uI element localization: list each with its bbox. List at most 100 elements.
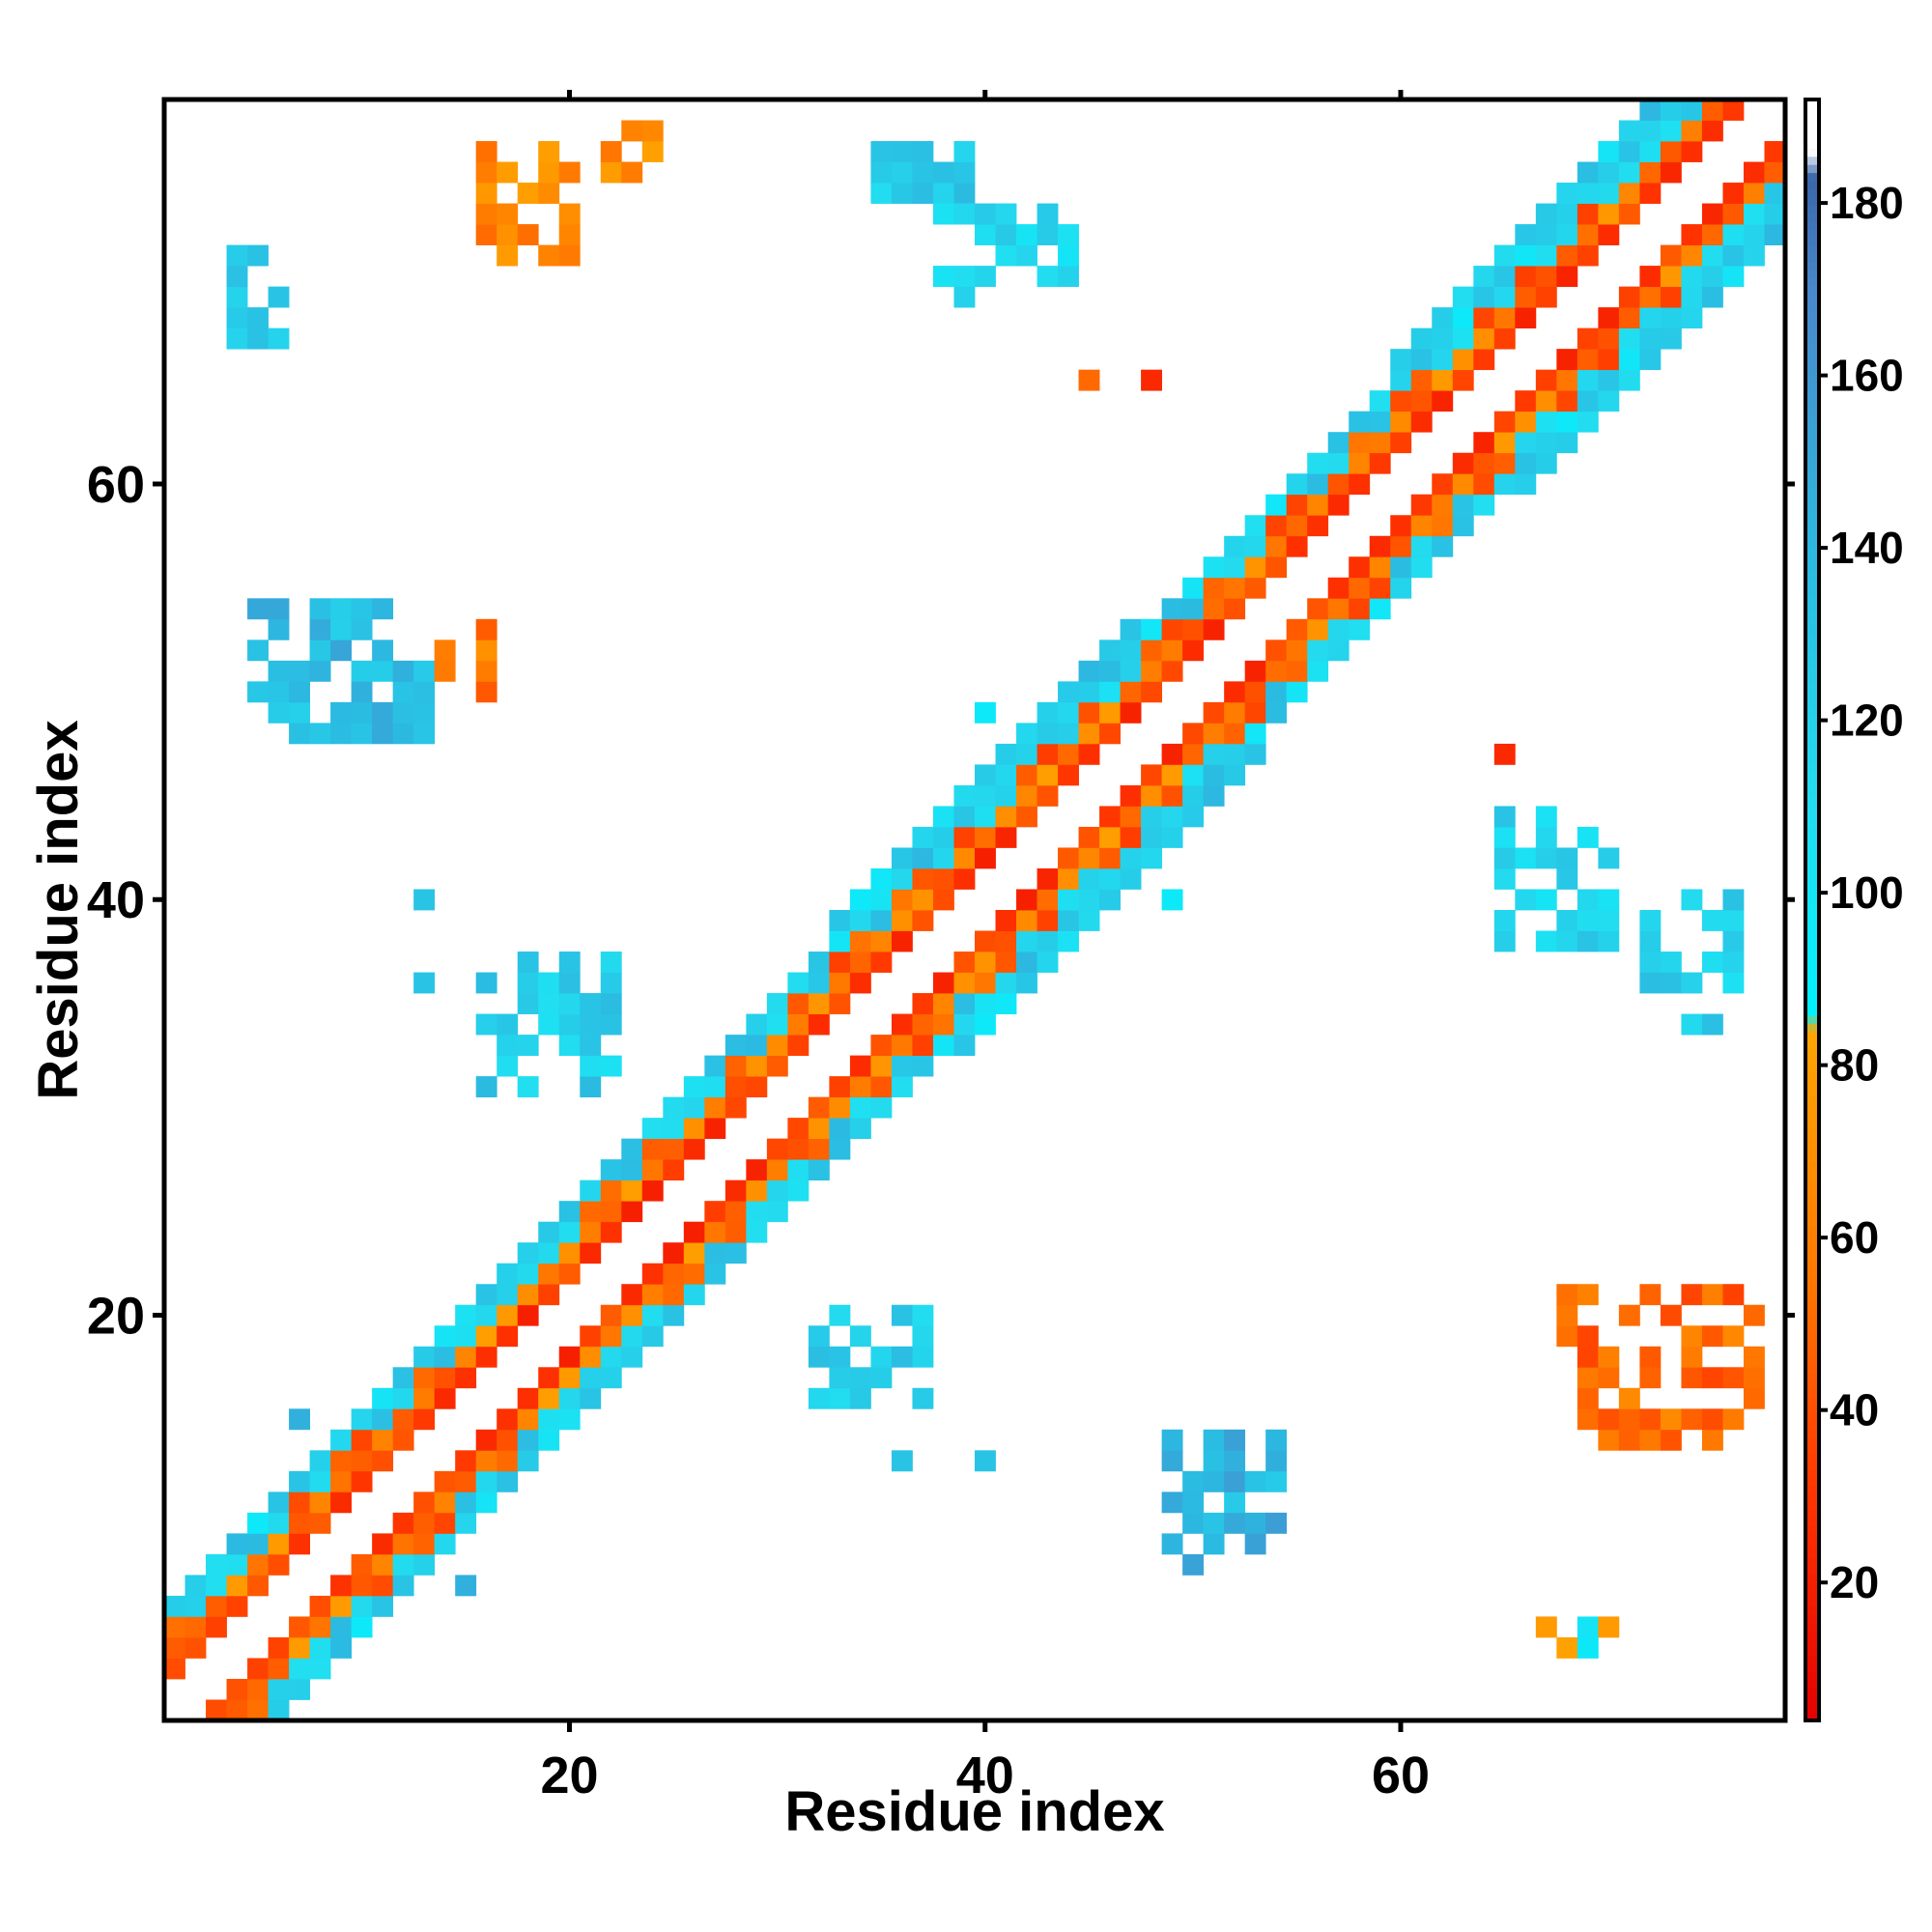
heatmap-cell [1556,266,1578,288]
colorbar-segment [1806,894,1818,903]
heatmap-cell [309,1616,331,1638]
heatmap-cell [995,910,1017,931]
heatmap-cell [1493,411,1516,433]
heatmap-cell [912,826,934,848]
colorbar-segment [1806,910,1818,919]
heatmap-cell [1577,889,1599,911]
heatmap-cell [621,1304,643,1326]
heatmap-cell [1037,701,1059,724]
heatmap-cell [268,286,290,308]
heatmap-cell [1743,244,1765,267]
heatmap-cell [975,952,996,973]
heatmap-cell [663,1263,685,1285]
colorbar-segment [1806,521,1818,530]
heatmap-cell [1577,1616,1599,1638]
heatmap-cell [766,1201,788,1223]
heatmap-cell [413,660,436,682]
colorbar-segment [1806,731,1818,741]
heatmap-cell [870,183,893,204]
heatmap-cell [787,993,810,1014]
heatmap-cell [1660,1429,1682,1451]
heatmap-cell [351,660,373,682]
heatmap-cell [1764,224,1786,245]
heatmap-cell [724,1096,747,1119]
colorbar-segment [1806,1695,1818,1705]
heatmap-cell [1701,120,1723,142]
heatmap-cell [724,1201,747,1223]
heatmap-cell [1639,1346,1662,1368]
heatmap-cell [995,203,1017,225]
colorbar-segment [1806,925,1818,935]
heatmap-cell [870,867,893,890]
heatmap-cell [1224,743,1246,765]
heatmap-cell [829,1387,851,1409]
heatmap-cell [413,1553,436,1576]
colorbar-segment [1806,844,1818,854]
colorbar-segment [1806,399,1818,409]
heatmap-cell [829,1138,851,1160]
heatmap-cell [538,183,560,204]
heatmap-cell [1535,203,1557,225]
heatmap-cell [1141,764,1163,786]
heatmap-cell [517,972,539,994]
heatmap-cell [912,1013,934,1036]
heatmap-cell [351,701,373,724]
heatmap-cell [268,701,290,724]
heatmap-cell [912,1387,934,1409]
heatmap-cell [975,847,996,869]
heatmap-cell [497,203,519,225]
colorbar-segment [1806,1436,1818,1446]
heatmap-cell [621,1159,643,1181]
colorbar-segment [1806,1177,1818,1186]
heatmap-cell [1390,390,1412,412]
colorbar-segment [1806,1152,1818,1162]
colorbar-segment [1806,1671,1818,1681]
heatmap-cell [1120,826,1142,848]
heatmap-cell [891,1304,913,1326]
heatmap-cell [995,806,1017,828]
heatmap-cell [1577,1387,1599,1409]
heatmap-cell [434,660,456,682]
heatmap-cell [1515,266,1537,288]
heatmap-cell [1016,743,1037,765]
heatmap-cell [475,681,497,703]
heatmap-cell [1016,723,1037,745]
heatmap-cell [1161,743,1183,765]
heatmap-cell [1493,867,1516,890]
heatmap-cell [558,1221,581,1243]
colorbar-segment [1806,1379,1818,1389]
colorbar-tick-label: 180 [1830,178,1904,228]
colorbar-segment [1806,1348,1818,1357]
colorbar-segment [1806,658,1818,668]
heatmap-cell [912,1346,934,1368]
heatmap-cell [1432,369,1454,391]
heatmap-cell [1639,1284,1662,1306]
heatmap-cell [1722,1284,1745,1306]
heatmap-cell [1493,806,1516,828]
heatmap-cell [766,1013,788,1036]
colorbar-segment [1806,1331,1818,1341]
heatmap-cell [1535,1616,1557,1638]
heatmap-cell [1660,307,1682,329]
heatmap-cell [1058,266,1079,288]
heatmap-cell [1016,244,1037,267]
heatmap-cell [1307,452,1329,474]
heatmap-cell [829,952,851,973]
heatmap-cell [1639,327,1662,350]
heatmap-cell [1452,349,1474,371]
heatmap-cell [1660,161,1682,184]
heatmap-cell [580,1221,602,1243]
colorbar-segment [1806,1226,1818,1236]
heatmap-cell [1556,369,1578,391]
colorbar-segment [1806,1461,1818,1470]
heatmap-cell [641,1304,664,1326]
heatmap-cell [247,1533,269,1555]
heatmap-cell [558,1387,581,1409]
heatmap-cell [663,1284,685,1306]
heatmap-cell [558,993,581,1014]
heatmap-cell [580,1055,602,1077]
heatmap-cell [1307,473,1329,496]
heatmap-cell [870,952,893,973]
heatmap-cell [538,972,560,994]
heatmap-cell [580,993,602,1014]
